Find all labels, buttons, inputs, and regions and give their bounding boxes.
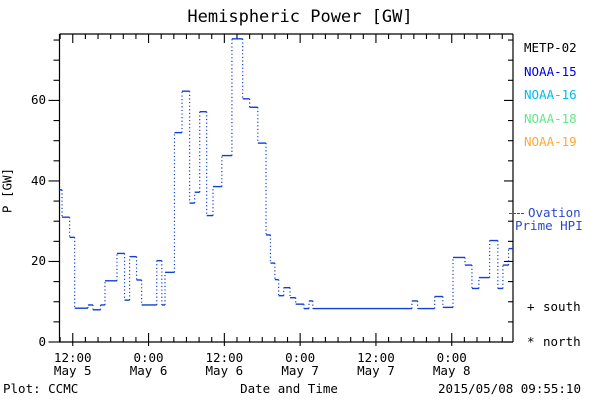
south-label: south bbox=[543, 299, 581, 314]
y-tick-label: 60 bbox=[30, 92, 46, 108]
x-tick-label: 12:00 May 5 bbox=[41, 351, 105, 377]
y-tick-label: 40 bbox=[30, 172, 46, 188]
north-marker-legend: * north bbox=[527, 334, 581, 349]
x-tick-time: 12:00 bbox=[357, 350, 395, 365]
legend-item-noaa-19: NOAA-19 bbox=[524, 134, 577, 149]
north-label: north bbox=[543, 334, 581, 349]
asterisk-marker-icon: * bbox=[527, 334, 535, 349]
page-title: Hemispheric Power [GW] bbox=[187, 7, 413, 27]
x-tick-time: 0:00 bbox=[285, 350, 316, 365]
x-axis-title: Date and Time bbox=[240, 381, 338, 396]
x-tick-date: May 8 bbox=[432, 363, 471, 378]
x-tick-label: 0:00 May 6 bbox=[117, 351, 181, 377]
x-tick-label: 12:00 May 7 bbox=[344, 351, 408, 377]
legend-item-metp-02: METP-02 bbox=[524, 40, 577, 55]
y-tick-label: 0 bbox=[38, 334, 46, 349]
x-tick-label: 0:00 May 8 bbox=[420, 351, 484, 377]
y-tick-label: 20 bbox=[30, 253, 46, 269]
x-tick-date: May 6 bbox=[129, 363, 168, 378]
x-tick-date: May 5 bbox=[53, 363, 92, 378]
ovation-label-line1: Ovation bbox=[528, 205, 581, 220]
plot-credit: Plot: CCMC bbox=[3, 381, 79, 396]
ovation-line-sample-icon bbox=[509, 213, 524, 214]
ovation-label-line2: Prime HPI bbox=[515, 218, 583, 233]
x-tick-date: May 7 bbox=[357, 363, 395, 378]
x-tick-label: 0:00 May 7 bbox=[268, 351, 332, 377]
x-tick-label: 12:00 May 6 bbox=[192, 351, 256, 377]
legend-item-noaa-15: NOAA-15 bbox=[524, 63, 577, 79]
ovation-legend: Ovation Prime HPI bbox=[509, 206, 583, 232]
x-tick-time: 12:00 bbox=[205, 350, 244, 365]
x-tick-time: 12:00 bbox=[53, 350, 92, 365]
x-tick-time: 0:00 bbox=[436, 350, 467, 365]
x-tick-time: 0:00 bbox=[133, 350, 164, 365]
timestamp: 2015/05/08 09:55:10 bbox=[438, 381, 581, 396]
legend-item-noaa-18: NOAA-18 bbox=[524, 110, 577, 126]
south-marker-legend: + south bbox=[527, 299, 581, 314]
legend-item-noaa-16: NOAA-16 bbox=[524, 87, 577, 102]
x-tick-date: May 6 bbox=[205, 363, 244, 378]
x-tick-date: May 7 bbox=[281, 363, 319, 378]
plus-marker-icon: + bbox=[527, 299, 535, 314]
